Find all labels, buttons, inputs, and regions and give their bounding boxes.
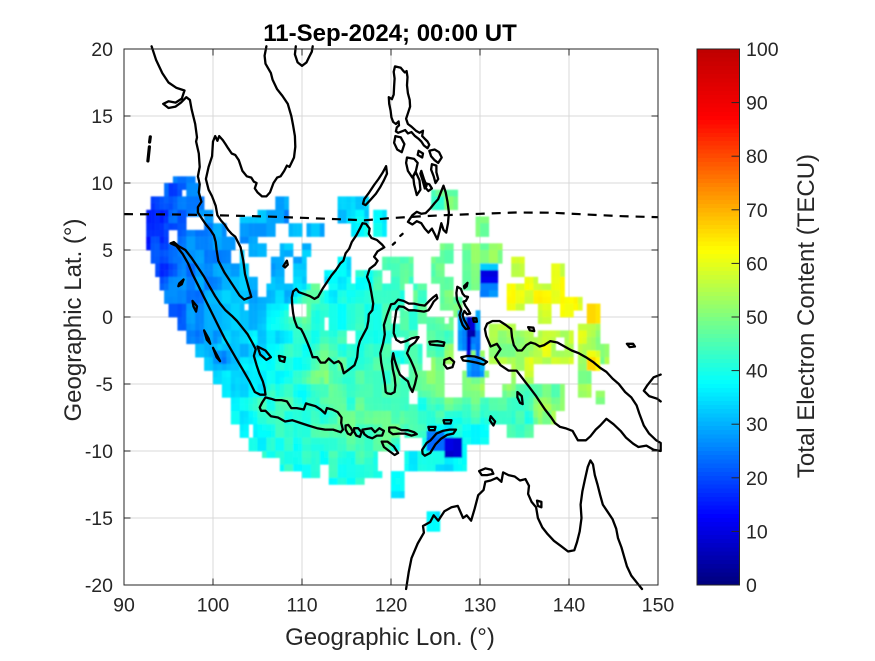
svg-text:150: 150 (642, 595, 675, 617)
svg-text:90: 90 (746, 93, 768, 115)
svg-text:140: 140 (553, 595, 586, 617)
svg-text:10: 10 (91, 173, 113, 195)
svg-text:-10: -10 (85, 441, 113, 463)
svg-text:30: 30 (746, 414, 768, 436)
svg-text:20: 20 (746, 468, 768, 490)
svg-text:Geographic Lon. (°): Geographic Lon. (°) (285, 624, 495, 651)
svg-text:40: 40 (746, 361, 768, 383)
svg-text:60: 60 (746, 253, 768, 275)
svg-text:5: 5 (102, 240, 113, 262)
svg-text:100: 100 (197, 595, 230, 617)
svg-text:11-Sep-2024; 00:00 UT: 11-Sep-2024; 00:00 UT (263, 20, 517, 47)
svg-text:0: 0 (102, 307, 113, 329)
svg-text:10: 10 (746, 521, 768, 543)
svg-text:120: 120 (375, 595, 408, 617)
svg-text:Geographic Lat. (°): Geographic Lat. (°) (60, 218, 87, 421)
svg-text:15: 15 (91, 106, 113, 128)
svg-text:100: 100 (746, 39, 779, 61)
svg-text:0: 0 (746, 575, 757, 597)
svg-text:90: 90 (113, 595, 135, 617)
svg-text:-20: -20 (85, 575, 113, 597)
svg-text:130: 130 (464, 595, 497, 617)
svg-text:80: 80 (746, 146, 768, 168)
svg-text:-15: -15 (85, 508, 113, 530)
svg-text:Total Electron Content (TECU): Total Electron Content (TECU) (793, 154, 820, 478)
svg-text:20: 20 (91, 39, 113, 61)
svg-text:-5: -5 (96, 374, 113, 396)
svg-text:110: 110 (286, 595, 317, 617)
svg-text:70: 70 (746, 200, 768, 222)
svg-text:50: 50 (746, 307, 768, 329)
